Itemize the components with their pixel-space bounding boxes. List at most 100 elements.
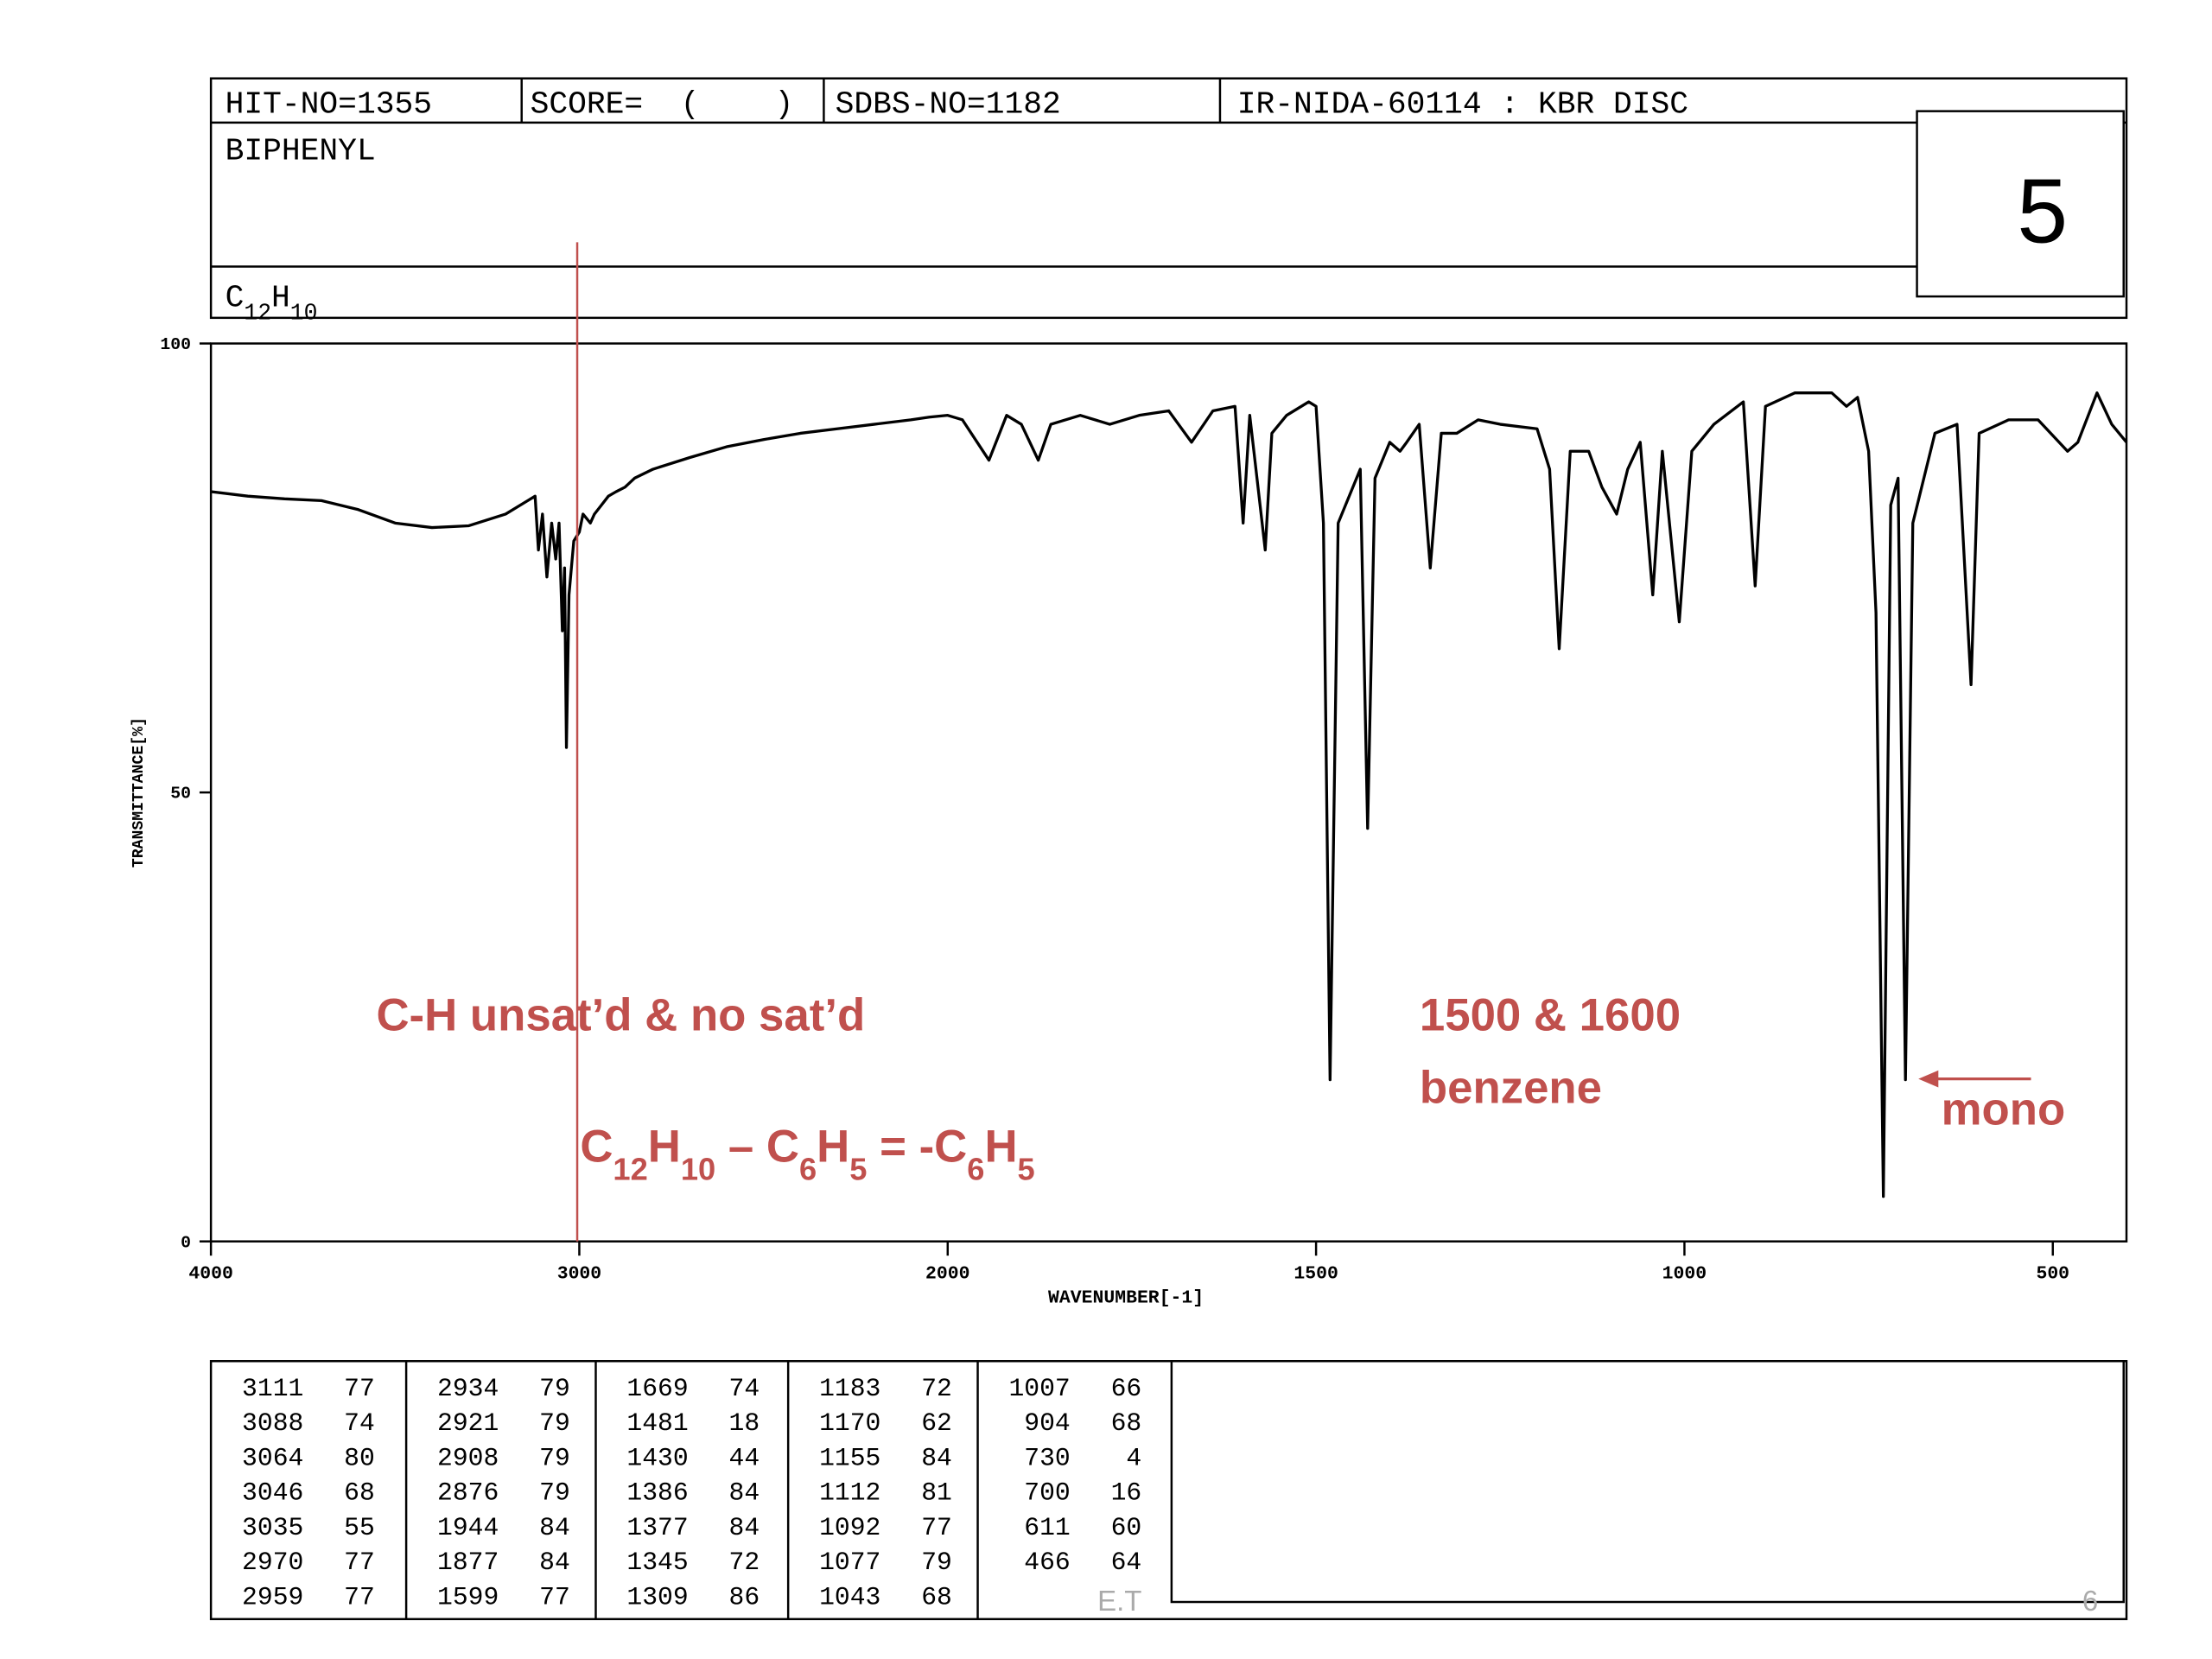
- formula-part: C: [580, 1121, 613, 1172]
- peak-wavenumber: 3046: [242, 1478, 303, 1508]
- spectrum: [210, 391, 2128, 1198]
- formula-part: H: [271, 281, 290, 316]
- y-tick-label: 100: [160, 335, 191, 354]
- peak-transmittance: 16: [1111, 1478, 1142, 1508]
- peak-transmittance: 84: [921, 1443, 952, 1472]
- x-tick-label: 1500: [1294, 1264, 1338, 1285]
- formula-part: H: [817, 1121, 849, 1172]
- plot-frame: [209, 342, 2128, 1243]
- peak-wavenumber: 1877: [437, 1548, 499, 1577]
- sdbs-no: SDBS-NO=1182: [836, 86, 1061, 122]
- peak-wavenumber: 3035: [242, 1513, 303, 1542]
- peak-wavenumber: 1183: [819, 1374, 880, 1403]
- peak-wavenumber: 904: [1024, 1408, 1070, 1438]
- annotation: 1500 & 1600: [1420, 990, 1681, 1041]
- formula-part: H: [648, 1121, 681, 1172]
- peak-wavenumber: 1112: [819, 1478, 880, 1508]
- peak-transmittance: 77: [344, 1374, 375, 1403]
- peak-wavenumber: 2908: [437, 1443, 499, 1472]
- subscript: 6: [799, 1151, 817, 1186]
- arrow: [1918, 1070, 2031, 1088]
- peak-wavenumber: 1345: [626, 1548, 688, 1577]
- peak-wavenumber: 1007: [1008, 1374, 1070, 1403]
- peak-transmittance: 77: [921, 1513, 952, 1542]
- peak-transmittance: 55: [344, 1513, 375, 1542]
- page-number: 6: [2082, 1585, 2098, 1617]
- peak-wavenumber: 1077: [819, 1548, 880, 1577]
- peak-transmittance: 62: [921, 1408, 952, 1438]
- peak-transmittance: 84: [539, 1548, 570, 1577]
- compound-name: BIPHENYL: [226, 134, 376, 169]
- peak-table: 3111 77 3088 74 3064 80 3046 68 3035 55 2970 77 2959…: [242, 1374, 1141, 1611]
- x-tick-label: 2000: [925, 1264, 969, 1285]
- peak-wavenumber: 730: [1024, 1443, 1070, 1472]
- subscript: 12: [244, 301, 271, 327]
- peak-wavenumber: 1599: [437, 1582, 499, 1611]
- subscript: 12: [613, 1151, 647, 1186]
- subscript: 5: [1018, 1151, 1035, 1186]
- peak-wavenumber: 1043: [819, 1582, 880, 1611]
- peak-wavenumber: 1481: [626, 1408, 688, 1438]
- peak-wavenumber: 1309: [626, 1582, 688, 1611]
- peak-wavenumber: 3111: [242, 1374, 303, 1403]
- peak-transmittance: 86: [729, 1582, 760, 1611]
- peak-wavenumber: 1386: [626, 1478, 688, 1508]
- annotation: C-H unsat’d & no sat’d: [376, 990, 865, 1041]
- formula-part: – C: [715, 1121, 799, 1172]
- subscript: 5: [849, 1151, 867, 1186]
- peak-transmittance: 66: [1111, 1374, 1142, 1403]
- score: SCORE= ( ): [531, 86, 794, 122]
- slide-number: 5: [2017, 160, 2068, 262]
- peak-transmittance: 84: [729, 1478, 760, 1508]
- peak-wavenumber: 1430: [626, 1443, 688, 1472]
- header-box: [209, 77, 2128, 320]
- peak-transmittance: 80: [344, 1443, 375, 1472]
- peak-transmittance: 68: [1111, 1408, 1142, 1438]
- y-axis-label: TRANSMITTANCE[%]: [130, 717, 148, 868]
- peak-transmittance: 74: [344, 1408, 375, 1438]
- formula-part: C: [226, 281, 245, 316]
- peak-transmittance: 79: [539, 1478, 570, 1508]
- y-tick-label: 0: [181, 1233, 191, 1252]
- peak-wavenumber: 1669: [626, 1374, 688, 1403]
- peak-wavenumber: 2876: [437, 1478, 499, 1508]
- x-tick-label: 1000: [1662, 1264, 1707, 1285]
- annotation: benzene: [1420, 1063, 1602, 1114]
- peak-transmittance: 60: [1111, 1513, 1142, 1542]
- x-axis-label: WAVENUMBER[-1]: [1048, 1288, 1204, 1309]
- peak-transmittance: 72: [729, 1548, 760, 1577]
- peak-wavenumber: 3088: [242, 1408, 303, 1438]
- peak-table-frame: [209, 1360, 2128, 1621]
- formula-part: = -C: [867, 1121, 967, 1172]
- peak-transmittance: 79: [921, 1548, 952, 1577]
- peak-wavenumber: 2934: [437, 1374, 499, 1403]
- peak-wavenumber: 1155: [819, 1443, 880, 1472]
- table-frame: [209, 1360, 2128, 1621]
- annotations: C-H unsat’d & no sat’d 1500 & 1600 benzene…: [376, 990, 2065, 1186]
- y-tick-label: 50: [170, 785, 191, 804]
- empty-box: [1170, 1360, 2125, 1604]
- header-frame: [209, 77, 2128, 320]
- peak-wavenumber: 2970: [242, 1548, 303, 1577]
- peak-wavenumber: 3064: [242, 1443, 303, 1472]
- peak-wavenumber: 611: [1024, 1513, 1070, 1542]
- peak-wavenumber: 1377: [626, 1513, 688, 1542]
- plot: 4000 3000 2000 1500 1000 500 0 50 100: [160, 335, 2128, 1285]
- peak-transmittance: 81: [921, 1478, 952, 1508]
- formula-annotation: C12H10 – C6H5 = -C6H5: [580, 1121, 1034, 1186]
- peak-transmittance: 77: [344, 1582, 375, 1611]
- peak-transmittance: 79: [539, 1374, 570, 1403]
- peak-transmittance: 4: [1126, 1443, 1141, 1472]
- peak-transmittance: 64: [1111, 1548, 1142, 1577]
- peak-transmittance: 18: [729, 1408, 760, 1438]
- peak-transmittance: 84: [729, 1513, 760, 1542]
- hit-no: HIT-NO=1355: [226, 86, 432, 122]
- arrow-head: [1918, 1070, 1939, 1088]
- peak-transmittance: 77: [344, 1548, 375, 1577]
- x-tick-label: 3000: [557, 1264, 601, 1285]
- peak-transmittance: 84: [539, 1513, 570, 1542]
- peak-transmittance: 77: [539, 1582, 570, 1611]
- subscript: 10: [681, 1151, 715, 1186]
